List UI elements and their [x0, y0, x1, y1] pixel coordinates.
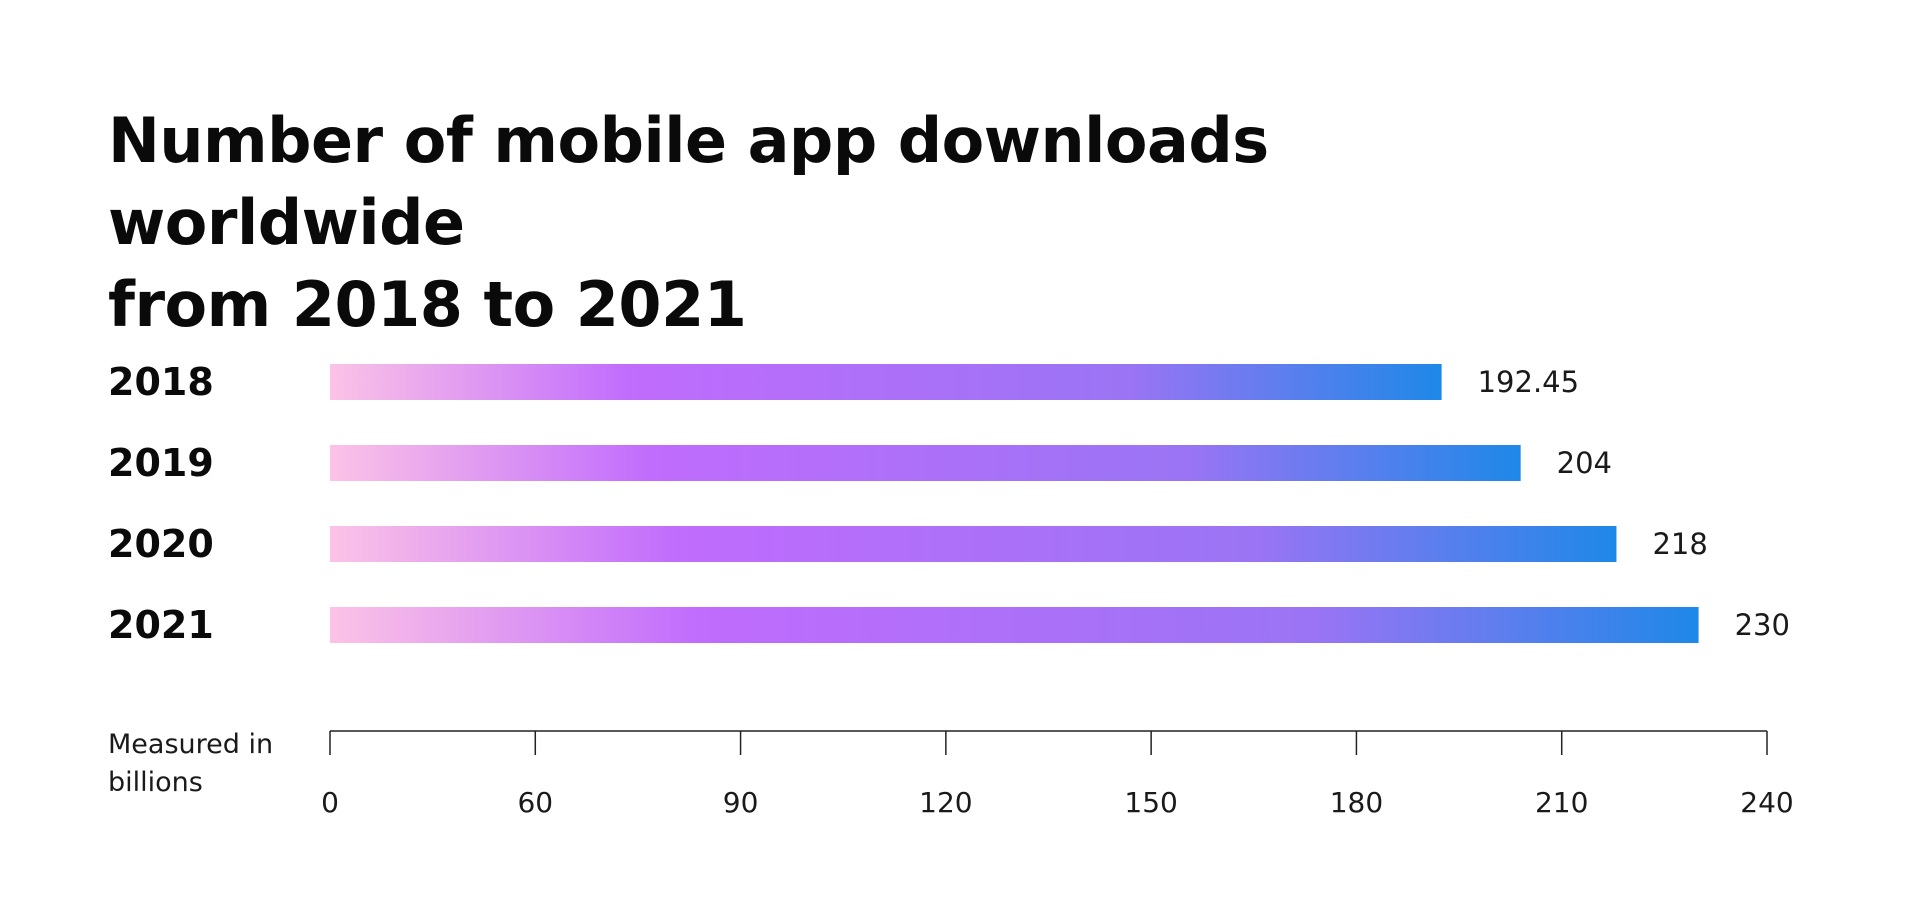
x-axis-unit-line-1: Measured in: [108, 729, 274, 760]
chart-title-line-1: Number of mobile app downloads worldwide: [108, 104, 1269, 259]
value-label-2018: 192.45: [1478, 365, 1579, 399]
bar-2020: [330, 526, 1617, 562]
x-tick-label-150: 150: [1124, 786, 1177, 819]
chart-title-line-2: from 2018 to 2021: [108, 268, 747, 341]
bar-2021: [330, 607, 1699, 643]
bar-2018: [330, 364, 1442, 400]
x-tick-label-0: 0: [321, 786, 339, 819]
x-tick-label-120: 120: [919, 786, 972, 819]
bar-2019: [330, 445, 1521, 481]
x-axis-unit-label: Measured in billions: [108, 726, 273, 802]
x-tick-label-180: 180: [1330, 786, 1383, 819]
x-axis-unit-line-2: billions: [108, 767, 203, 798]
value-label-2020: 218: [1652, 527, 1707, 561]
category-label-2020: 2020: [108, 522, 214, 566]
x-tick-label-90: 90: [723, 786, 759, 819]
value-label-2021: 230: [1735, 608, 1790, 642]
value-label-2019: 204: [1557, 446, 1612, 480]
x-axis: 0 60 90 120 150 180 210 240: [321, 730, 1794, 819]
x-tick-label-210: 210: [1535, 786, 1588, 819]
category-label-2021: 2021: [108, 603, 214, 647]
x-tick-label-240: 240: [1740, 786, 1793, 819]
chart-title: Number of mobile app downloads worldwide…: [108, 100, 1508, 346]
category-label-2018: 2018: [108, 360, 214, 404]
x-tick-label-60: 60: [517, 786, 553, 819]
category-label-2019: 2019: [108, 441, 214, 485]
bars-group: 2018 192.45 2019 204 2020 218 2021 230: [108, 360, 1790, 647]
